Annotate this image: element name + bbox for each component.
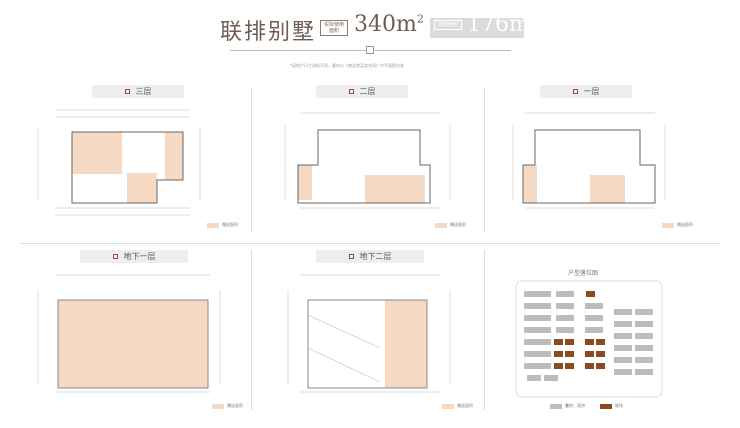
stack-villa-block	[635, 321, 653, 327]
stack-villa-block	[635, 357, 653, 363]
page-title: 联排别墅	[220, 20, 317, 45]
location-map-title: 户型落位图	[568, 270, 599, 277]
location-map	[515, 280, 663, 398]
row-villa-block	[554, 339, 563, 345]
floor-plan-b1	[37, 274, 221, 393]
divider	[251, 88, 252, 233]
stack-villa-block	[635, 345, 653, 351]
legend-b1: 赠送面积	[212, 403, 243, 409]
stack-villa-block	[524, 327, 551, 333]
row-villa-block	[565, 339, 574, 345]
stack-villa-block	[614, 309, 632, 315]
row-villa-block	[586, 291, 595, 297]
divider	[230, 50, 366, 51]
stack-villa-block	[524, 363, 551, 369]
stack-villa-block	[585, 303, 603, 309]
floor-label-b2: 地下二层	[316, 250, 424, 263]
stack-villa-block	[635, 333, 653, 339]
floor-plan-2f	[284, 112, 451, 209]
usable-area-value: 340m2	[354, 12, 424, 37]
floor-label-3f: 三层	[92, 85, 184, 98]
floor-label-1f: 一层	[540, 85, 632, 98]
stack-villa-block	[635, 369, 653, 375]
divider	[484, 88, 485, 233]
legend-b2: 赠送面积	[442, 403, 473, 409]
stack-villa-block	[527, 375, 541, 381]
stack-villa-block	[614, 357, 632, 363]
row-villa-block	[565, 351, 574, 357]
floor-plan-b2	[287, 274, 451, 393]
stack-villa-block	[614, 345, 632, 351]
row-villa-block	[585, 351, 594, 357]
stack-villa-block	[614, 369, 632, 375]
row-villa-block	[585, 339, 594, 345]
row-villa-block	[596, 339, 605, 345]
legend-1f: 赠送面积	[662, 222, 693, 228]
stack-villa-block	[524, 315, 551, 321]
ornament-icon	[366, 46, 374, 54]
row-villa-block	[585, 363, 594, 369]
stack-villa-block	[635, 309, 653, 315]
floor-label-2f: 二层	[316, 85, 408, 98]
stack-villa-block	[524, 339, 551, 345]
row-villa-block	[554, 363, 563, 369]
divider	[251, 250, 252, 410]
row-villa-block	[565, 363, 574, 369]
row-villa-block	[596, 363, 605, 369]
row-villa-block	[596, 351, 605, 357]
building-area-tag: 建筑面积	[434, 20, 462, 30]
floor-label-b1: 地下一层	[80, 250, 188, 263]
stack-villa-block	[585, 315, 603, 321]
stack-villa-block	[614, 321, 632, 327]
stack-villa-block	[556, 327, 574, 333]
building-area-value: 176m2	[467, 12, 537, 37]
row-villa-block	[554, 351, 563, 357]
stack-villa-block	[614, 333, 632, 339]
legend-3f: 赠送面积	[207, 222, 238, 228]
stack-villa-block	[544, 375, 558, 381]
stack-villa-block	[556, 291, 574, 297]
building-area-box	[430, 18, 524, 38]
legend-2f: 赠送面积	[435, 222, 466, 228]
stack-villa-block	[556, 315, 574, 321]
divider	[375, 50, 511, 51]
usable-area-tag: 实际使用面积	[320, 20, 348, 36]
stack-villa-block	[524, 351, 551, 357]
stack-villa-block	[524, 291, 551, 297]
stack-villa-block	[524, 303, 551, 309]
map-legend-row-villa: 联排	[600, 403, 623, 409]
divider	[484, 250, 485, 410]
stack-villa-block	[585, 327, 603, 333]
floor-plan-3f	[37, 109, 201, 216]
disclaimer-note: *因地产尺寸测绘不同，最终以《商品房买卖合同》中平面图为准	[290, 63, 404, 68]
divider	[20, 243, 720, 244]
map-legend-townhouse-stack: 叠拼、双拼	[550, 403, 585, 409]
floor-plan-1f	[512, 112, 666, 209]
stack-villa-block	[556, 303, 574, 309]
